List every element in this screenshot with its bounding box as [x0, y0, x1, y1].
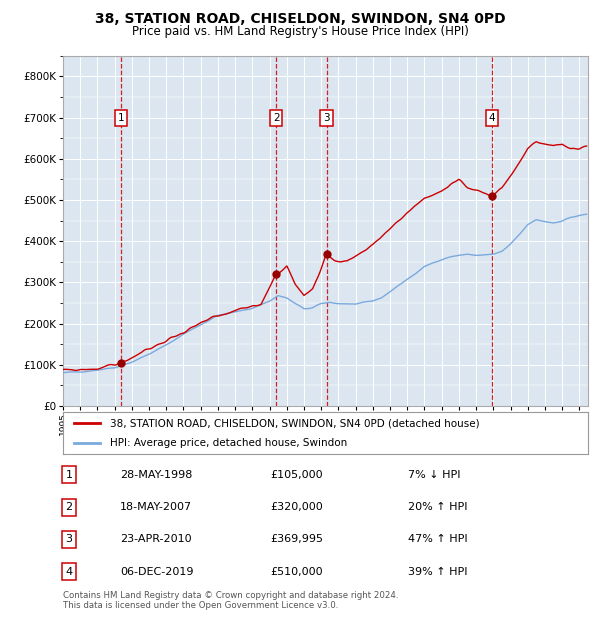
Text: 7% ↓ HPI: 7% ↓ HPI: [408, 470, 461, 480]
Text: 47% ↑ HPI: 47% ↑ HPI: [408, 534, 467, 544]
Text: 38, STATION ROAD, CHISELDON, SWINDON, SN4 0PD (detached house): 38, STATION ROAD, CHISELDON, SWINDON, SN…: [110, 418, 480, 428]
Text: 06-DEC-2019: 06-DEC-2019: [120, 567, 193, 577]
Text: 1: 1: [118, 113, 124, 123]
Text: £320,000: £320,000: [270, 502, 323, 512]
Text: £105,000: £105,000: [270, 470, 323, 480]
Text: 4: 4: [65, 567, 73, 577]
Text: 20% ↑ HPI: 20% ↑ HPI: [408, 502, 467, 512]
Text: HPI: Average price, detached house, Swindon: HPI: Average price, detached house, Swin…: [110, 438, 347, 448]
Text: 4: 4: [488, 113, 495, 123]
Text: 23-APR-2010: 23-APR-2010: [120, 534, 191, 544]
Text: £369,995: £369,995: [270, 534, 323, 544]
Text: Price paid vs. HM Land Registry's House Price Index (HPI): Price paid vs. HM Land Registry's House …: [131, 25, 469, 38]
Text: 3: 3: [323, 113, 330, 123]
Text: 38, STATION ROAD, CHISELDON, SWINDON, SN4 0PD: 38, STATION ROAD, CHISELDON, SWINDON, SN…: [95, 12, 505, 27]
Text: £510,000: £510,000: [270, 567, 323, 577]
Text: 39% ↑ HPI: 39% ↑ HPI: [408, 567, 467, 577]
Text: 2: 2: [65, 502, 73, 512]
Text: 1: 1: [65, 470, 73, 480]
Text: 2: 2: [273, 113, 280, 123]
Text: 3: 3: [65, 534, 73, 544]
Text: 28-MAY-1998: 28-MAY-1998: [120, 470, 193, 480]
Text: Contains HM Land Registry data © Crown copyright and database right 2024.
This d: Contains HM Land Registry data © Crown c…: [63, 591, 398, 610]
Text: 18-MAY-2007: 18-MAY-2007: [120, 502, 192, 512]
